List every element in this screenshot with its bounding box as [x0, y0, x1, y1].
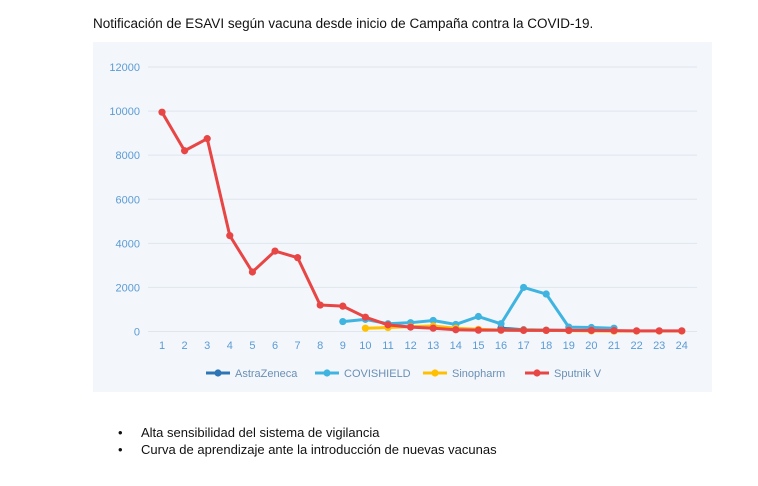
x-tick-label: 14	[450, 340, 462, 352]
x-tick-label: 11	[382, 340, 393, 352]
data-point-sinopharm	[361, 324, 369, 332]
x-tick-label: 3	[204, 340, 210, 352]
data-point-sputnik-v	[520, 326, 528, 334]
legend-marker-astrazeneca	[214, 369, 222, 377]
x-tick-label: 13	[427, 340, 439, 352]
data-point-sputnik-v	[610, 327, 618, 335]
x-tick-label: 10	[359, 340, 371, 352]
data-point-sputnik-v	[339, 302, 347, 310]
data-point-sputnik-v	[294, 254, 302, 262]
data-point-sputnik-v	[384, 321, 392, 329]
chart-panel: 0 2000 4000 6000 8000 10000 12000 1 2 3 4 5 6 7 8 9 10 11…	[93, 42, 712, 392]
data-point-sputnik-v	[542, 326, 550, 334]
data-point-covishield	[497, 320, 505, 328]
data-point-sputnik-v	[158, 108, 166, 116]
data-point-sputnik-v	[271, 247, 279, 255]
x-tick-label: 22	[630, 340, 642, 352]
data-point-sputnik-v	[248, 268, 256, 276]
x-tick-label: 7	[295, 340, 301, 352]
data-point-sputnik-v	[361, 313, 369, 321]
data-point-sputnik-v	[497, 326, 505, 334]
data-point-sputnik-v	[203, 135, 211, 143]
bullet-dot-icon: •	[118, 425, 123, 440]
x-tick-label: 12	[404, 340, 416, 352]
chart-title: Notificación de ESAVI según vacuna desde…	[93, 16, 594, 31]
legend-marker-covishield	[323, 369, 331, 377]
data-point-sputnik-v	[633, 327, 641, 335]
x-tick-label: 5	[249, 340, 255, 352]
data-point-sputnik-v	[678, 327, 686, 335]
x-tick-label: 16	[495, 340, 507, 352]
x-tick-label: 24	[676, 340, 688, 352]
x-tick-label: 23	[653, 340, 665, 352]
series-line-sputnik-v	[160, 110, 684, 333]
legend-label-astrazeneca: AstraZeneca	[235, 368, 298, 380]
data-point-sputnik-v	[565, 326, 573, 334]
bullet-item: • Alta sensibilidad del sistema de vigil…	[118, 424, 497, 441]
x-tick-label: 8	[317, 340, 323, 352]
data-point-covishield	[542, 290, 550, 298]
x-tick-label: 4	[227, 340, 233, 352]
data-point-sputnik-v	[474, 326, 482, 334]
data-point-sputnik-v	[407, 323, 415, 331]
x-tick-label: 9	[340, 340, 346, 352]
bullet-text: Curva de aprendizaje ante la introducció…	[141, 442, 497, 457]
x-tick-label: 21	[608, 340, 620, 352]
bullet-list: • Alta sensibilidad del sistema de vigil…	[118, 424, 497, 458]
data-point-sputnik-v	[587, 326, 595, 334]
legend-label-covishield: COVISHIELD	[344, 368, 411, 380]
y-tick-label: 2000	[116, 282, 140, 294]
x-tick-label: 1	[159, 340, 165, 352]
x-tick-label: 17	[517, 340, 529, 352]
x-tick-label: 2	[182, 340, 188, 352]
y-tick-label: 8000	[116, 150, 140, 162]
x-tick-label: 19	[563, 340, 575, 352]
x-tick-label: 20	[585, 340, 597, 352]
y-tick-label: 10000	[109, 106, 140, 118]
legend-label-sinopharm: Sinopharm	[452, 368, 505, 380]
data-point-covishield	[520, 283, 528, 292]
x-tick-label: 15	[472, 340, 484, 352]
data-point-sputnik-v	[655, 327, 663, 335]
bullet-item: • Curva de aprendizaje ante la introducc…	[118, 441, 497, 458]
legend-label-sputnik-v: Sputnik V	[554, 368, 602, 380]
data-point-sputnik-v	[181, 147, 189, 155]
x-tick-label: 18	[540, 340, 552, 352]
y-tick-label: 6000	[116, 194, 140, 206]
data-point-sputnik-v	[316, 301, 324, 309]
legend-marker-sinopharm	[431, 369, 439, 377]
x-tick-label: 6	[272, 340, 278, 352]
y-tick-label: 0	[134, 327, 140, 339]
data-point-sputnik-v	[429, 324, 437, 332]
bullet-dot-icon: •	[118, 442, 123, 457]
bullet-text: Alta sensibilidad del sistema de vigilan…	[141, 425, 380, 440]
data-point-covishield	[339, 317, 347, 326]
data-point-sputnik-v	[452, 326, 460, 334]
data-point-sputnik-v	[226, 232, 234, 240]
legend-marker-sputnik-v	[533, 369, 541, 377]
y-tick-label: 4000	[116, 238, 140, 250]
data-point-covishield	[474, 312, 482, 321]
y-tick-label: 12000	[109, 62, 140, 74]
data-point-covishield	[429, 316, 437, 325]
